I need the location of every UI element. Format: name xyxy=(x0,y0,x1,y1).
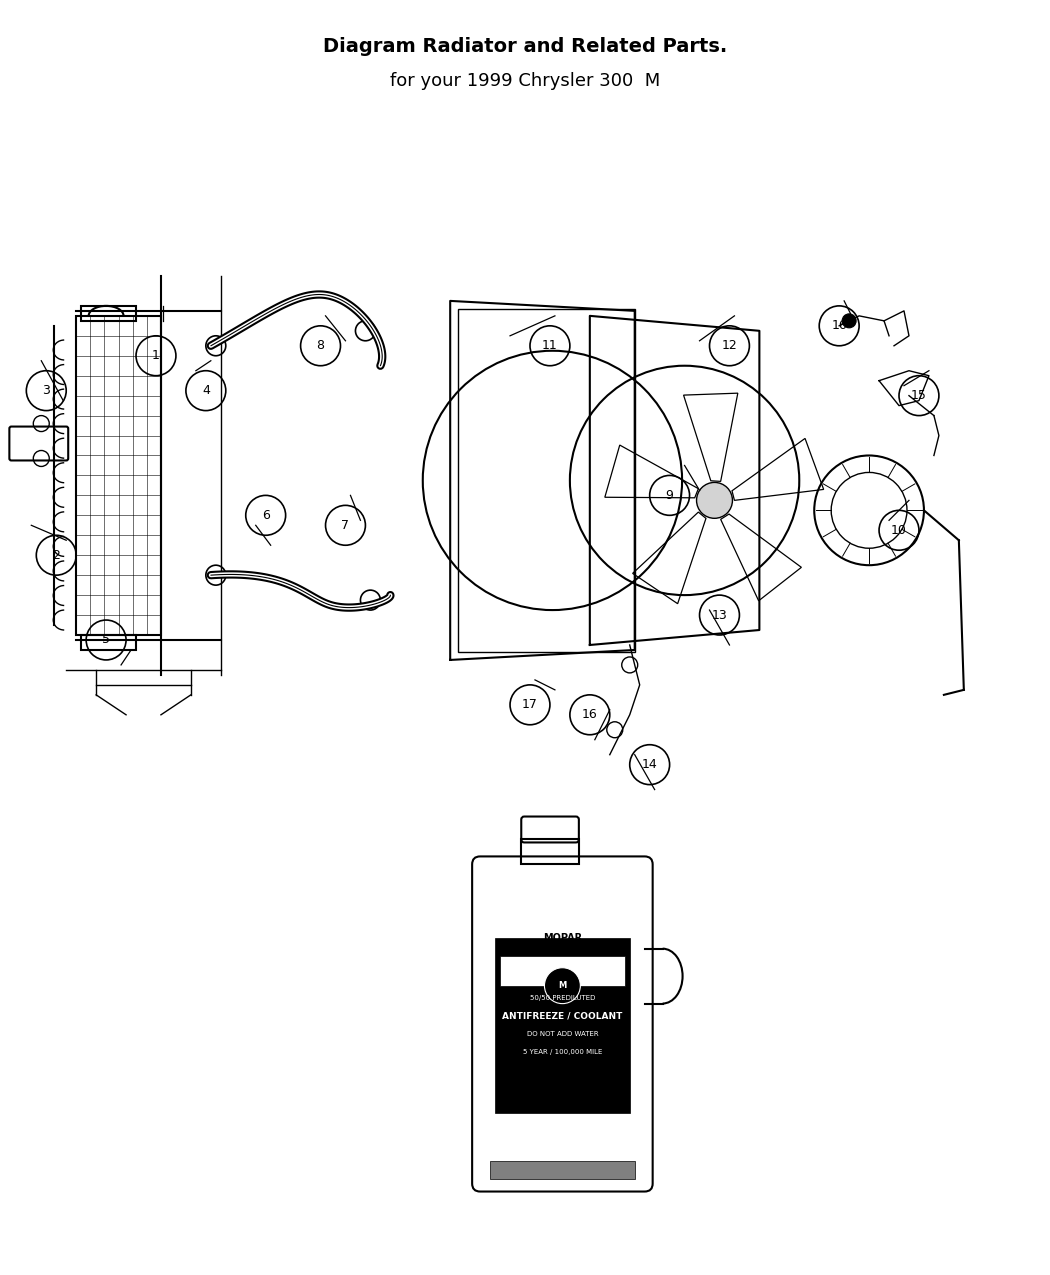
Text: 17: 17 xyxy=(522,699,538,711)
Text: 12: 12 xyxy=(721,339,737,352)
Bar xyxy=(500,956,625,986)
Bar xyxy=(81,306,136,321)
Text: 9: 9 xyxy=(666,488,673,502)
Text: ANTIFREEZE / COOLANT: ANTIFREEZE / COOLANT xyxy=(502,1012,623,1021)
Circle shape xyxy=(842,314,856,328)
Text: 8: 8 xyxy=(316,339,324,352)
Text: 10: 10 xyxy=(891,524,907,537)
Text: 2: 2 xyxy=(52,548,60,562)
Text: 16: 16 xyxy=(582,709,597,722)
Bar xyxy=(77,316,161,635)
Bar xyxy=(81,635,136,650)
Bar xyxy=(458,309,634,652)
Text: 7: 7 xyxy=(341,519,350,532)
Text: DO NOT ADD WATER: DO NOT ADD WATER xyxy=(527,1031,598,1038)
Text: 14: 14 xyxy=(642,759,657,771)
Bar xyxy=(496,938,630,1113)
Text: MOPAR: MOPAR xyxy=(543,933,582,942)
Bar xyxy=(521,839,579,864)
Circle shape xyxy=(545,968,581,1003)
Text: Diagram Radiator and Related Parts.: Diagram Radiator and Related Parts. xyxy=(323,37,727,56)
Text: 6: 6 xyxy=(261,509,270,521)
Text: 5: 5 xyxy=(102,634,110,646)
Text: 1: 1 xyxy=(152,349,160,362)
Text: 4: 4 xyxy=(202,384,210,397)
Text: 15: 15 xyxy=(911,389,927,402)
Text: 11: 11 xyxy=(542,339,558,352)
Text: 5 YEAR / 100,000 MILE: 5 YEAR / 100,000 MILE xyxy=(523,1049,602,1056)
Text: 16: 16 xyxy=(832,319,847,333)
Bar xyxy=(490,1160,634,1178)
Text: M: M xyxy=(559,982,567,991)
Text: for your 1999 Chrysler 300  M: for your 1999 Chrysler 300 M xyxy=(390,73,660,91)
Text: 50/50 PREDILUTED: 50/50 PREDILUTED xyxy=(529,996,595,1001)
Text: 13: 13 xyxy=(712,608,728,621)
Text: 3: 3 xyxy=(42,384,50,397)
Circle shape xyxy=(696,482,733,519)
